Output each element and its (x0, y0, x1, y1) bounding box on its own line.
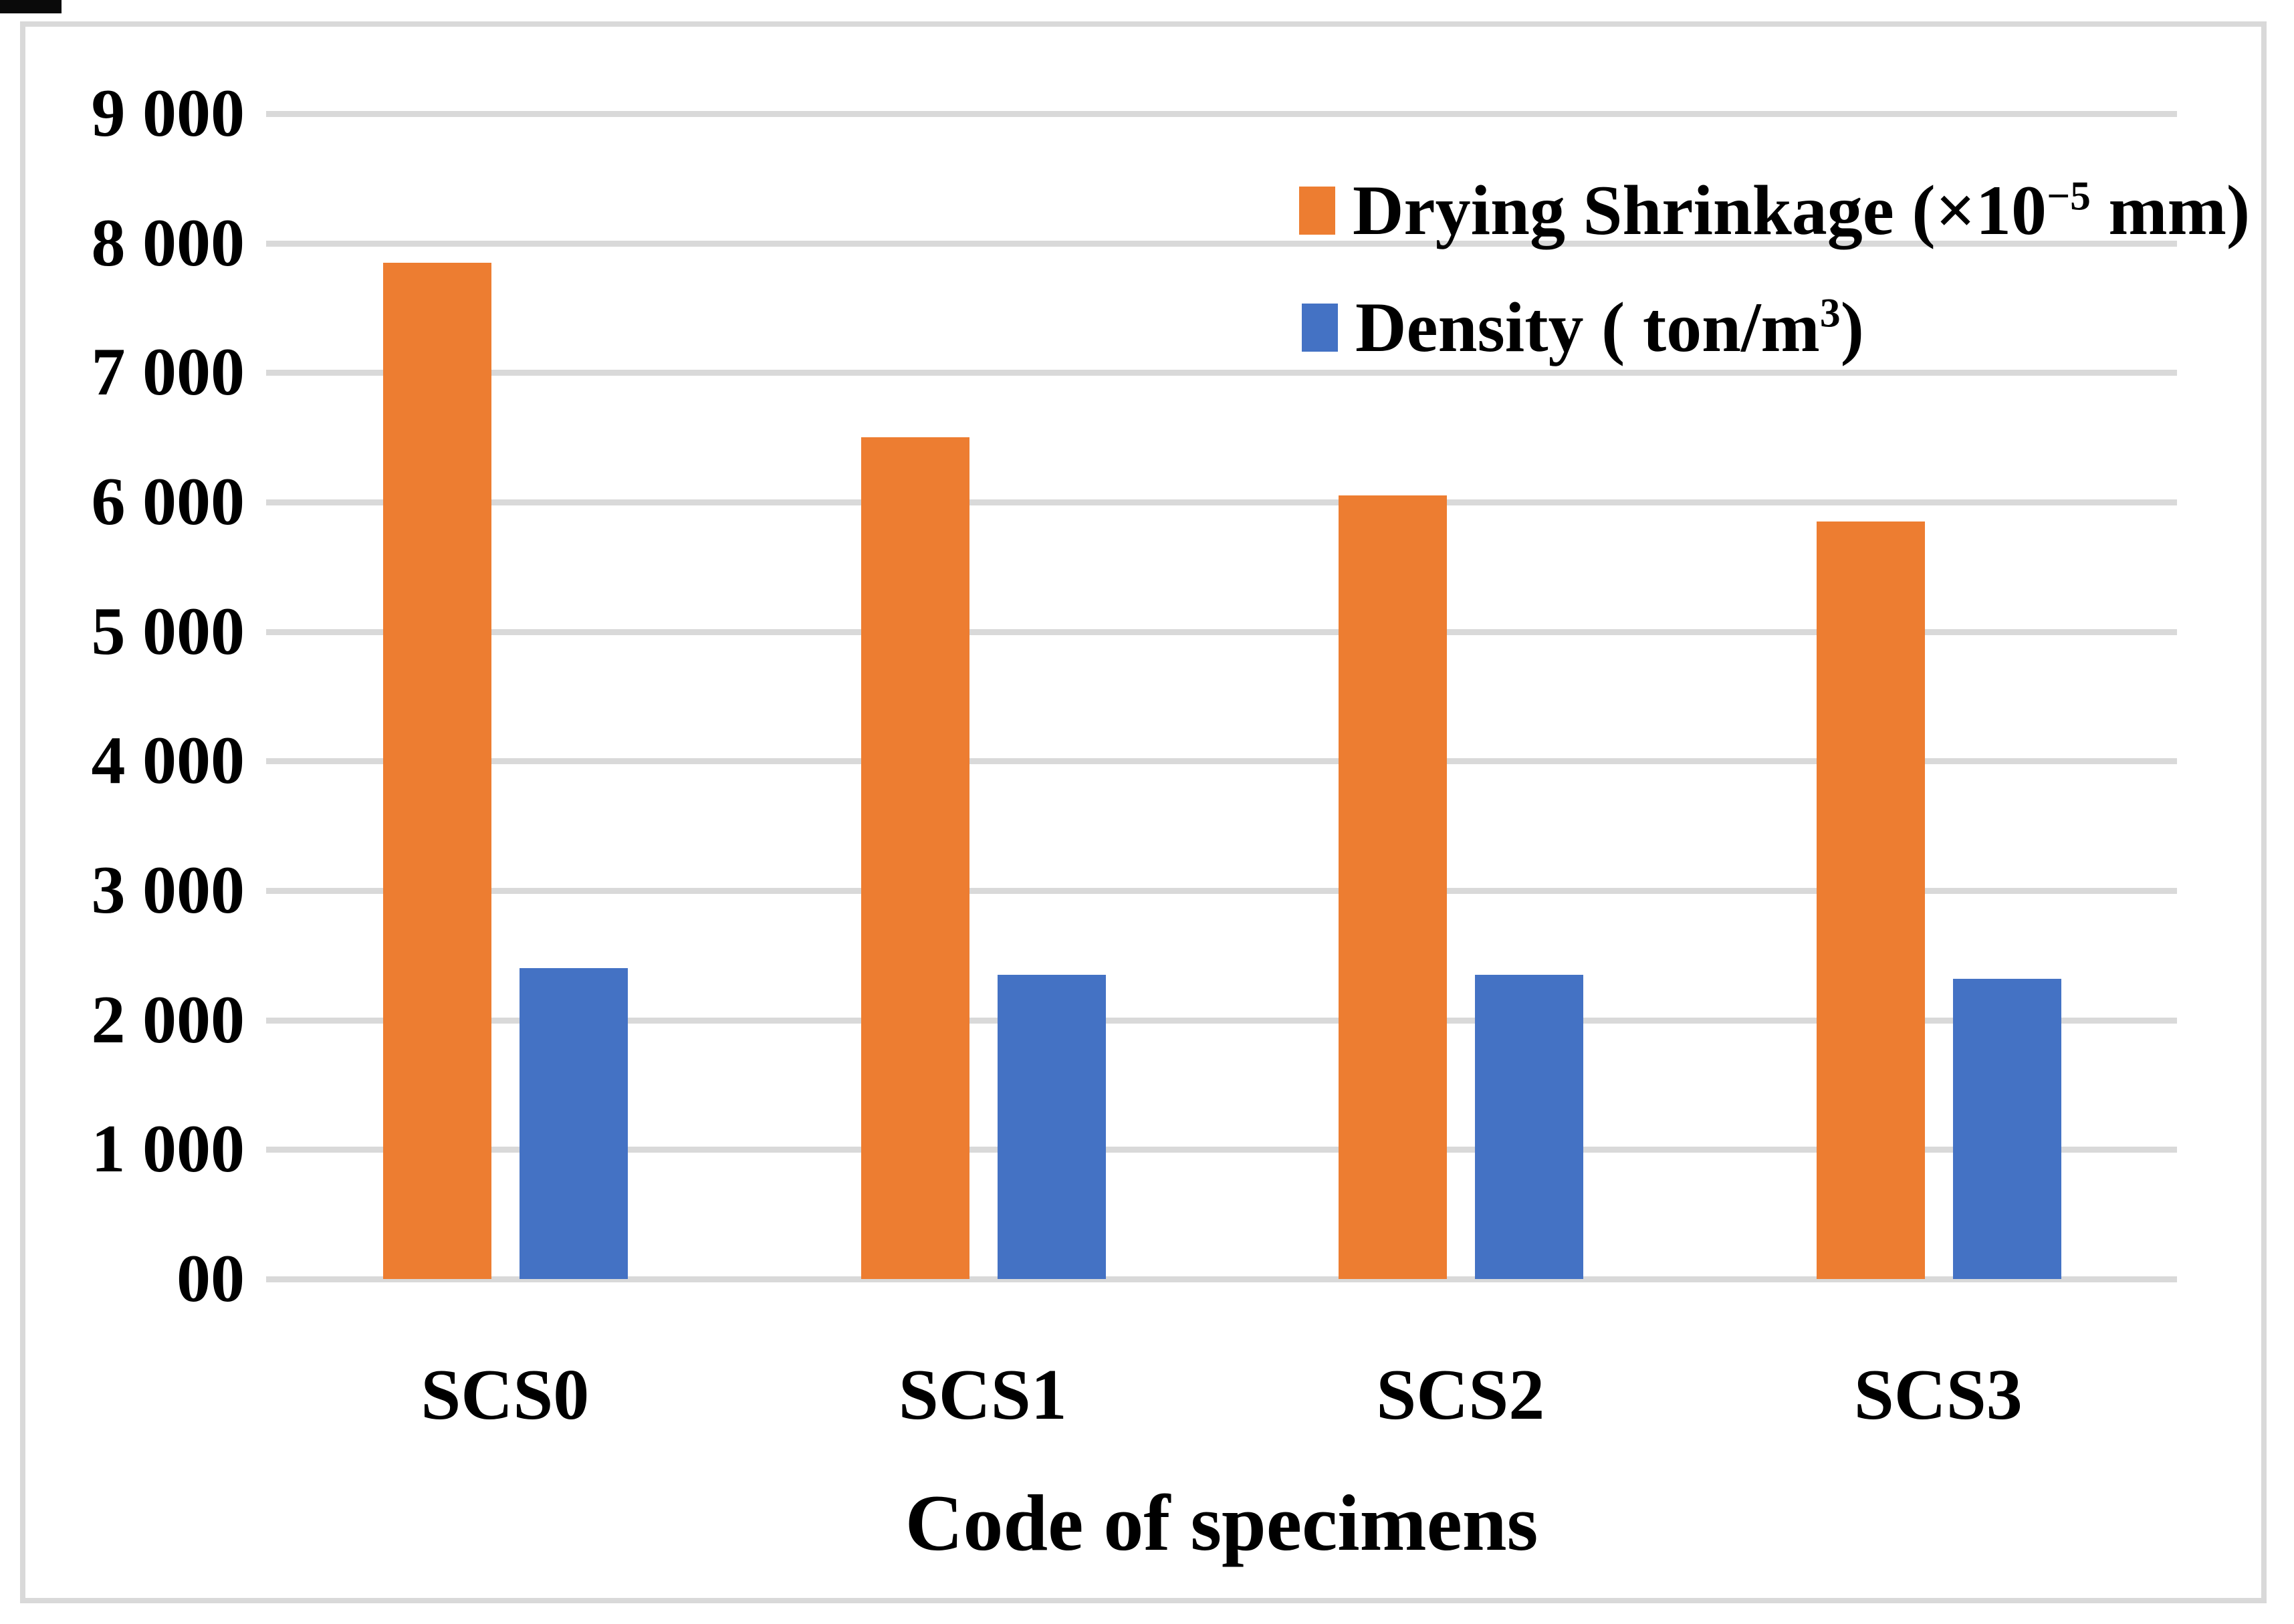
bar-drying-shrinkage-scs3 (1816, 521, 1925, 1279)
x-axis-title: Code of specimens (905, 1478, 1538, 1567)
gridline-y-7000 (266, 370, 2177, 376)
bar-density-scs2 (1475, 974, 1584, 1279)
y-tick-label-1000: 1 000 (91, 1111, 245, 1187)
y-tick-label-6000: 6 000 (91, 464, 245, 540)
y-tick-label-8000: 8 000 (91, 205, 245, 281)
y-tick-label-3000: 3 000 (91, 852, 245, 928)
gridline-y-5000 (266, 628, 2177, 635)
legend-item-drying-shrinkage: Drying Shrinkage (×10−5 mm) (1299, 167, 2250, 254)
bar-drying-shrinkage-scs1 (861, 437, 969, 1279)
y-tick-label-2000: 2 000 (91, 981, 245, 1058)
gridline-y-3000 (266, 888, 2177, 894)
x-category-label-scs3: SCS3 (1853, 1355, 2023, 1435)
gridline-y-8000 (266, 240, 2177, 247)
scan-artifact (0, 0, 62, 13)
gridline-y-2000 (266, 1017, 2177, 1024)
legend-label-density: Density ( ton/m3) (1355, 288, 1864, 366)
bar-drying-shrinkage-scs0 (383, 262, 492, 1279)
y-tick-label-9000: 9 000 (91, 76, 245, 151)
y-tick-label-5000: 5 000 (91, 593, 245, 669)
x-category-label-scs1: SCS1 (898, 1355, 1067, 1435)
legend-swatch-drying-shrinkage-icon (1299, 187, 1335, 235)
bar-density-scs1 (997, 974, 1106, 1279)
gridline-y-6000 (266, 499, 2177, 505)
gridline-y-1000 (266, 1147, 2177, 1153)
gridline-y-0 (266, 1276, 2177, 1282)
bar-drying-shrinkage-scs2 (1339, 495, 1448, 1279)
gridline-y-4000 (266, 758, 2177, 765)
y-tick-label-7000: 7 000 (91, 334, 245, 411)
y-tick-label-4000: 4 000 (91, 723, 245, 799)
gridline-y-9000 (266, 111, 2177, 117)
legend-item-density: Density ( ton/m3) (1302, 284, 1864, 371)
y-tick-label-0: 00 (177, 1241, 245, 1316)
legend-label-drying-shrinkage: Drying Shrinkage (×10−5 mm) (1353, 171, 2251, 249)
bar-density-scs0 (520, 968, 628, 1279)
x-category-label-scs0: SCS0 (421, 1355, 590, 1435)
bar-density-scs3 (1952, 978, 2061, 1279)
legend-swatch-density-icon (1302, 304, 1338, 352)
x-category-label-scs2: SCS2 (1376, 1355, 1545, 1435)
